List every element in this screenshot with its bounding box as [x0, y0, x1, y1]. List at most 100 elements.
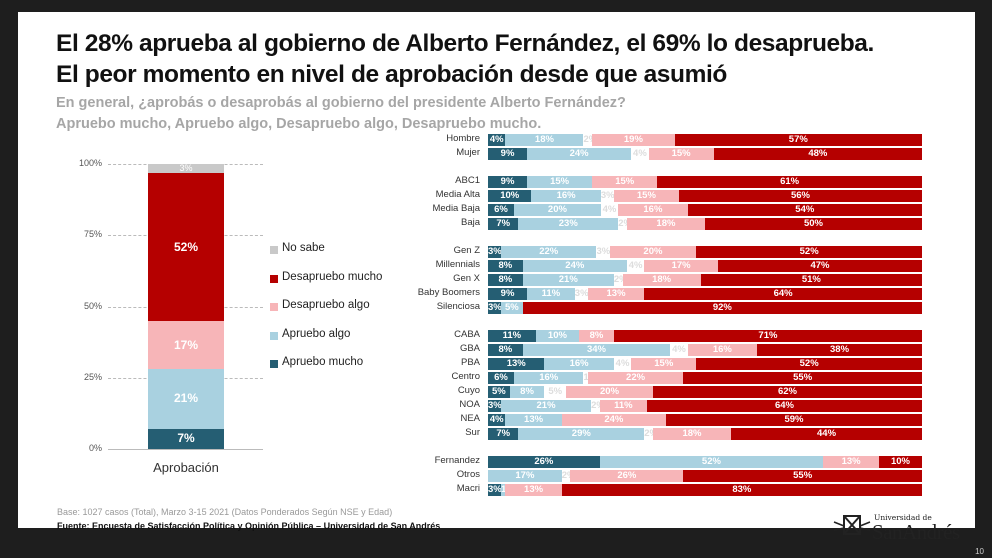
- row-label: Centro: [451, 371, 480, 382]
- university-logo: Universidad de SanAndrés: [832, 512, 962, 544]
- title-line-2: El peor momento en nivel de aprobación d…: [56, 61, 727, 88]
- segment-apruebo-algo: 20%: [514, 204, 601, 216]
- row-label: Cuyo: [457, 385, 480, 396]
- segment-apruebo-mucho: 10%: [488, 190, 532, 202]
- segment-apruebo-mucho: 8%: [488, 274, 523, 286]
- row-label: CABA: [454, 329, 480, 340]
- segment-desapruebo-mucho: 54%: [687, 204, 922, 216]
- row-label: Media Baja: [432, 203, 480, 214]
- row-label: Gen Z: [453, 245, 480, 256]
- segment-desapruebo-algo: 20%: [566, 386, 653, 398]
- segment-apruebo-mucho: 9%: [488, 176, 528, 188]
- segment-apruebo-algo: 16%: [531, 190, 601, 202]
- segment-desapruebo-algo: 13%: [587, 288, 645, 300]
- segment-apruebo-algo: 11%: [527, 288, 575, 300]
- segment-apruebo-algo: 21%: [500, 400, 592, 412]
- segment-desapruebo-algo: 15%: [592, 176, 658, 188]
- segment-desapruebo-algo: 15%: [648, 148, 714, 160]
- row-label: Gen X: [453, 273, 480, 284]
- bar-segment-desapruebo-algo: 17%: [148, 320, 224, 370]
- segment-desapruebo-algo: 13%: [823, 456, 880, 468]
- segment-apruebo-mucho: 3%: [488, 246, 502, 258]
- segment-desapruebo-mucho: 56%: [678, 190, 922, 202]
- segment-desapruebo-algo: 19%: [592, 134, 675, 146]
- segment-desapruebo-mucho: 83%: [561, 484, 922, 496]
- segment-apruebo-algo: 21%: [522, 274, 614, 286]
- segment-desapruebo-mucho: 52%: [696, 358, 922, 370]
- segment-apruebo-mucho: 7%: [488, 218, 519, 230]
- row-label: NOA: [459, 399, 480, 410]
- slide-subtitle: En general, ¿aprobás o desaprobás al gob…: [56, 93, 956, 135]
- y-tick-label: 50%: [83, 300, 102, 311]
- legend-swatch: [270, 360, 278, 368]
- segment-apruebo-mucho: 3%: [488, 302, 502, 314]
- segment-apruebo-algo: 24%: [522, 260, 627, 272]
- segment-no-sabe: 3%: [574, 288, 588, 300]
- segment-apruebo-mucho: 4%: [488, 414, 506, 426]
- segment-apruebo-mucho: 6%: [488, 372, 515, 384]
- segment-desapruebo-algo: 16%: [618, 204, 688, 216]
- legend-item: No sabe: [282, 242, 325, 254]
- segment-desapruebo-mucho: 64%: [644, 288, 922, 300]
- y-tick-label: 75%: [83, 229, 102, 240]
- segment-no-sabe: 4%: [600, 204, 619, 216]
- segment-desapruebo-mucho: 55%: [683, 372, 922, 384]
- legend-swatch: [270, 331, 278, 340]
- segment-apruebo-algo: 16%: [514, 372, 584, 384]
- options-text: Apruebo mucho, Apruebo algo, Desapruebo …: [56, 116, 542, 132]
- segment-desapruebo-algo: 18%: [622, 274, 701, 286]
- row-label: Otros: [456, 469, 480, 480]
- segment-desapruebo-algo: 24%: [561, 414, 666, 426]
- segment-no-sabe: 4%: [670, 344, 688, 356]
- segment-desapruebo-algo: 18%: [652, 428, 732, 440]
- segment-apruebo-mucho: 4%: [488, 134, 506, 146]
- segment-desapruebo-algo: 15%: [631, 358, 697, 370]
- segment-no-sabe: 4%: [631, 148, 649, 160]
- y-tick-label: 0%: [88, 443, 102, 453]
- segment-apruebo-mucho: 8%: [488, 344, 523, 356]
- segment-no-sabe: 2%: [561, 470, 571, 482]
- segment-apruebo-mucho: 3%: [488, 484, 502, 496]
- row-label: Baby Boomers: [417, 287, 480, 298]
- segment-desapruebo-mucho: 59%: [665, 414, 922, 426]
- segment-apruebo-algo: 18%: [505, 134, 584, 146]
- legend-swatch: [270, 303, 278, 311]
- segment-desapruebo-algo: 26%: [570, 470, 684, 482]
- segment-apruebo-algo: 13%: [505, 414, 562, 426]
- logo-small-text: Universidad de: [874, 513, 932, 522]
- segment-apruebo-mucho: 7%: [488, 428, 519, 440]
- segment-desapruebo-mucho: 51%: [700, 274, 922, 286]
- segment-apruebo-mucho: 26%: [488, 456, 600, 468]
- segment-apruebo-mucho: 9%: [488, 148, 528, 160]
- source-note: Fuente: Encuesta de Satisfacción Polític…: [57, 521, 441, 531]
- row-label: ABC1: [455, 175, 480, 186]
- segment-apruebo-algo: 8%: [509, 386, 545, 398]
- segment-no-sabe: 2%: [613, 274, 623, 286]
- segment-apruebo-algo: 5%: [501, 302, 523, 314]
- base-note: Base: 1027 casos (Total), Marzo 3-15 202…: [57, 507, 393, 517]
- x-axis-line: [108, 449, 263, 450]
- segment-apruebo-algo: 34%: [522, 344, 671, 356]
- segment-no-sabe: 4%: [613, 358, 632, 370]
- bar-segment-apruebo-mucho: 7%: [148, 429, 224, 449]
- row-label: PBA: [460, 357, 480, 368]
- segment-apruebo-mucho: 13%: [488, 358, 545, 370]
- question-text: En general, ¿aprobás o desaprobás al gob…: [56, 95, 626, 111]
- legend-item: Desapruebo algo: [282, 299, 370, 311]
- segment-desapruebo-mucho: 57%: [674, 134, 922, 146]
- logo-big-text: SanAndrés: [872, 520, 960, 544]
- row-label: Macri: [456, 483, 480, 494]
- segment-desapruebo-algo: 15%: [613, 190, 679, 202]
- segment-desapruebo-mucho: 47%: [718, 260, 922, 272]
- slide-title: El 28% aprueba al gobierno de Alberto Fe…: [56, 28, 966, 90]
- y-tick-label: 25%: [83, 371, 102, 382]
- segment-desapruebo-mucho: 50%: [705, 218, 922, 230]
- page-number: 10: [975, 547, 984, 556]
- row-label: Hombre: [446, 133, 480, 144]
- segment-no-sabe: 3%: [600, 190, 614, 202]
- bar-segment-no-sabe-legend: 3%: [148, 164, 224, 173]
- row-label: Media Alta: [435, 189, 480, 200]
- segment-desapruebo-mucho: 61%: [657, 176, 922, 188]
- segment-no-sabe: 2%: [618, 218, 627, 230]
- segment-apruebo-mucho: 3%: [488, 400, 501, 412]
